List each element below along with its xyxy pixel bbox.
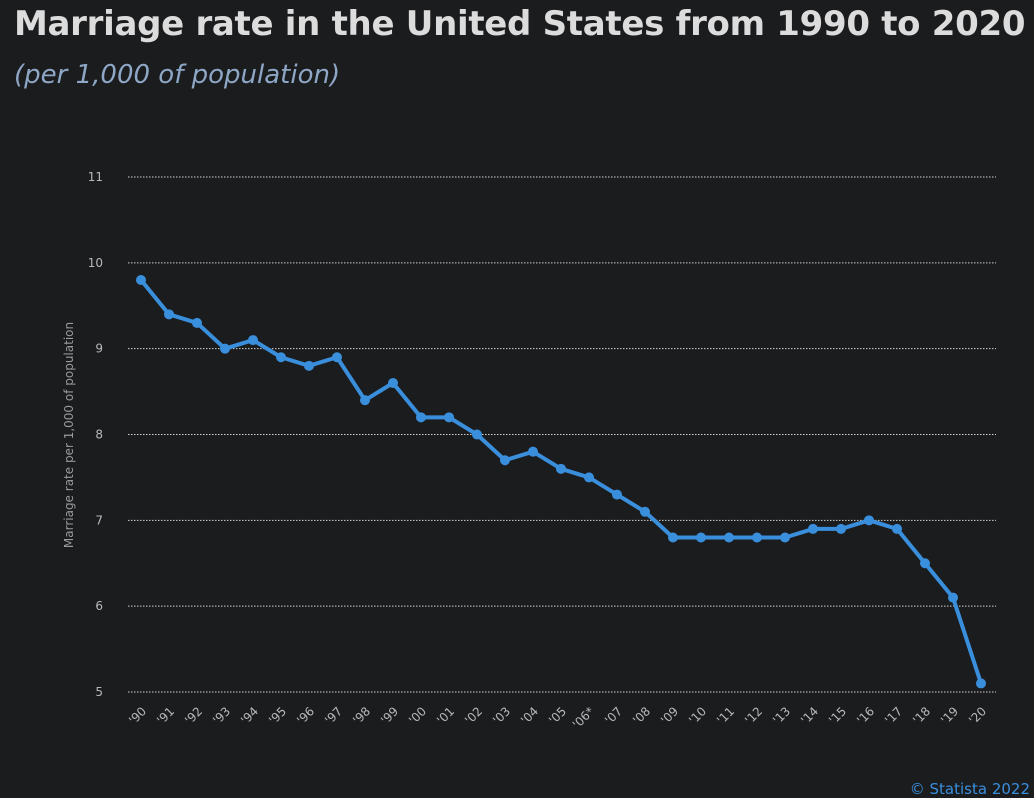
data-point	[332, 352, 342, 363]
y-tick-label: 10	[88, 256, 103, 270]
y-tick-label: 8	[95, 428, 103, 442]
x-tick-label: '14	[798, 704, 821, 727]
data-point	[864, 515, 874, 526]
x-tick-label: '15	[826, 704, 849, 727]
x-tick-label: '98	[350, 704, 373, 727]
data-point	[472, 429, 482, 440]
data-point	[640, 506, 650, 517]
data-point	[892, 523, 902, 534]
x-tick-label: '20	[966, 704, 989, 727]
data-point	[976, 678, 986, 689]
x-tick-label: '09	[658, 704, 681, 727]
x-tick-label: '11	[714, 704, 737, 727]
x-tick-label: '07	[602, 704, 625, 727]
x-tick-label: '97	[322, 704, 345, 727]
data-point	[136, 275, 146, 285]
data-point	[276, 352, 286, 363]
chart-subtitle: (per 1,000 of population)	[14, 60, 341, 90]
data-point	[612, 489, 622, 500]
x-tick-label: '92	[182, 704, 205, 727]
data-point	[388, 378, 398, 388]
x-tick-label: '99	[378, 704, 401, 727]
y-tick-label: 7	[95, 513, 103, 527]
data-point	[220, 343, 230, 354]
x-tick-label: '02	[462, 704, 485, 727]
x-tick-label: '00	[406, 704, 429, 727]
data-point	[724, 532, 734, 543]
x-tick-label: '06*	[570, 704, 597, 731]
x-tick-label: '04	[518, 704, 541, 727]
x-tick-label: '94	[238, 704, 261, 727]
data-point	[808, 523, 818, 534]
data-point	[164, 309, 174, 320]
data-point	[248, 335, 258, 346]
x-tick-label: '18	[910, 704, 933, 727]
x-tick-label: '95	[266, 704, 289, 727]
x-tick-label: '16	[854, 704, 877, 727]
chart-title: Marriage rate in the United States from …	[14, 4, 1026, 44]
data-point	[528, 446, 538, 457]
data-point	[948, 592, 958, 603]
data-point	[836, 523, 846, 534]
series-line	[139, 278, 983, 685]
x-tick-label: '10	[686, 704, 709, 727]
x-tick-label: '08	[630, 704, 653, 727]
x-tick-label: '03	[490, 704, 513, 727]
data-point	[668, 532, 678, 543]
data-point	[556, 463, 566, 474]
y-tick-label: 11	[88, 170, 103, 184]
data-point	[584, 472, 594, 483]
x-tick-label: '93	[210, 704, 233, 727]
data-point	[920, 558, 930, 569]
data-point	[696, 532, 706, 543]
y-tick-label: 9	[95, 342, 103, 356]
x-tick-label: '17	[882, 704, 905, 727]
data-point	[304, 360, 314, 371]
data-point	[780, 532, 790, 543]
y-tick-label: 5	[95, 685, 103, 699]
data-point	[192, 317, 202, 328]
x-tick-label: '91	[154, 704, 177, 727]
x-tick-label: '05	[546, 704, 569, 727]
x-tick-label: '19	[938, 704, 961, 727]
data-point	[500, 455, 510, 466]
x-tick-label: '12	[742, 704, 765, 727]
y-tick-label: 6	[95, 599, 103, 613]
x-tick-label: '90	[126, 704, 149, 727]
data-point	[360, 395, 370, 406]
x-tick-label: '96	[294, 704, 317, 727]
y-axis-label: Marriage rate per 1,000 of population	[62, 322, 76, 548]
data-point	[752, 532, 762, 543]
x-tick-label: '01	[434, 704, 457, 727]
statista-credit-link[interactable]: © Statista 2022	[909, 780, 1030, 798]
x-tick-label: '13	[770, 704, 793, 727]
data-point	[444, 412, 454, 423]
data-point	[416, 412, 426, 423]
